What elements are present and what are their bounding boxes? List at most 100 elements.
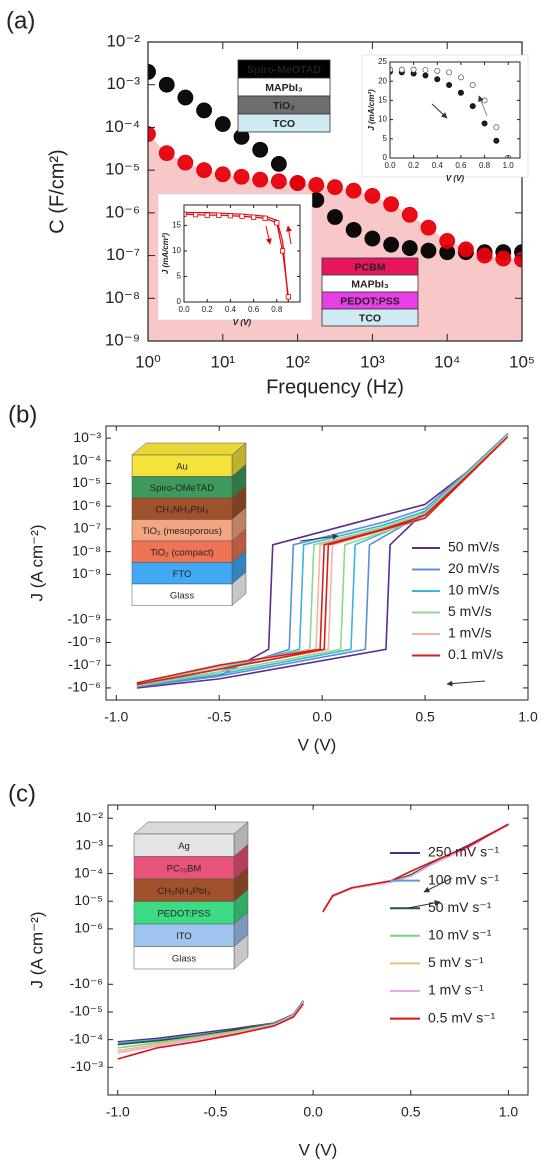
series-line xyxy=(136,434,509,687)
marker xyxy=(383,236,400,253)
marker xyxy=(252,141,269,158)
x-axis-label: V (V) xyxy=(299,1140,338,1159)
layer xyxy=(133,946,235,970)
marker xyxy=(233,168,250,185)
x-axis-label: V (V) xyxy=(446,174,465,183)
marker xyxy=(216,212,222,218)
y-tick-label: 10⁻⁵ xyxy=(105,160,140,179)
x-tick-label: 0.0 xyxy=(303,1104,323,1120)
x-tick-label: -0.5 xyxy=(203,1104,227,1120)
plot-area xyxy=(184,211,292,302)
plot-frame xyxy=(107,804,529,1096)
y-tick-label: 10⁻³ xyxy=(106,74,140,93)
y-tick-label: -10⁻⁶ xyxy=(70,975,103,991)
charts: 10⁰ 10¹ 10² 10³ 10⁴ 10⁵ 10⁻² 10⁻³ 10⁻⁴ 10⁻⁵ 10⁻⁶ 10… xyxy=(6,7,538,1159)
x-tick-label: -0.5 xyxy=(207,709,231,725)
marker xyxy=(345,221,362,238)
x-tick-label: 10¹ xyxy=(211,352,236,371)
x-tick-label: 0.8 xyxy=(479,161,491,170)
marker xyxy=(158,76,175,93)
marker xyxy=(469,103,476,110)
marker xyxy=(327,179,343,196)
plot-area xyxy=(117,823,509,1060)
legend-label: 20 mV/s xyxy=(448,560,499,576)
y-tick-label: 10⁻⁸ xyxy=(105,288,140,307)
marker xyxy=(420,219,437,236)
marker xyxy=(469,82,476,89)
marker xyxy=(177,89,194,106)
marker xyxy=(476,247,493,264)
x-tick-label: 0.0 xyxy=(312,709,332,725)
marker xyxy=(158,145,175,162)
x-tick-label: 0.6 xyxy=(248,305,260,314)
x-tick-label: 10⁴ xyxy=(434,352,460,371)
x-tick-label: -1.0 xyxy=(104,709,128,725)
layer-label: FTO xyxy=(173,569,192,580)
marker xyxy=(214,166,231,183)
chart: 0.0 0.2 0.4 0.6 0.8 0 5 10 15 V (V) J (mA/cm²) xyxy=(157,193,313,327)
legend-label: 1 mV/s xyxy=(448,625,492,641)
marker xyxy=(493,137,500,144)
scan-arrow xyxy=(407,900,441,909)
plot-frame xyxy=(147,41,523,342)
plot-frame xyxy=(389,61,521,159)
scan-arrow xyxy=(478,95,488,117)
x-tick-label: 0.6 xyxy=(455,161,467,170)
y-tick-label: 20 xyxy=(378,76,387,85)
y-tick-label: 10⁻³ xyxy=(75,837,103,853)
marker xyxy=(364,187,381,204)
x-tick-label: 0.8 xyxy=(271,305,283,314)
scan-arrow xyxy=(423,877,453,893)
marker xyxy=(204,212,210,218)
marker xyxy=(250,214,257,220)
marker xyxy=(398,66,405,73)
series-line xyxy=(117,823,509,1060)
x-tick-label: -1.0 xyxy=(106,1104,130,1120)
legend-label: 50 mV s⁻¹ xyxy=(428,899,492,915)
chart: -1.0 -0.5 0.0 0.5 1.0 10⁻³ 10⁻⁴ 10⁻⁵ 10⁻⁶ 10⁻⁷ 10⁻… xyxy=(8,401,538,754)
y-tick-label: 10⁻⁹ xyxy=(72,565,101,581)
y-tick-label: 10⁻² xyxy=(106,31,140,50)
scan-arrow xyxy=(299,533,339,542)
y-tick-label: 0 xyxy=(177,297,182,306)
layer-label: PEDOT:PSS xyxy=(157,908,210,919)
y-tick-label: 10⁻² xyxy=(75,809,103,825)
y-tick-label: 5 xyxy=(383,134,388,143)
scan-arrow xyxy=(431,103,448,119)
x-tick-label: 0.4 xyxy=(225,305,237,314)
y-tick-label: 10⁻⁸ xyxy=(72,542,101,558)
marker xyxy=(481,97,488,104)
marker xyxy=(457,74,464,81)
y-tick-label: -10⁻⁹ xyxy=(67,610,101,626)
layer-label: PC₇₀BM xyxy=(167,863,202,874)
marker xyxy=(401,206,418,223)
y-tick-label: 10⁻⁴ xyxy=(74,864,103,880)
plot-area xyxy=(390,66,512,158)
x-axis-label: Frequency (Hz) xyxy=(266,376,404,398)
legend-label: 0.1 mV/s xyxy=(448,646,503,662)
y-tick-label: -10⁻⁸ xyxy=(67,633,101,649)
layer-top xyxy=(131,442,247,456)
plot-frame xyxy=(105,425,529,701)
marker xyxy=(364,230,381,247)
y-tick-label: -10⁻³ xyxy=(71,1058,104,1074)
marker xyxy=(308,177,325,193)
marker xyxy=(457,89,464,96)
y-tick-label: -10⁻⁴ xyxy=(69,1030,103,1046)
layer-label: TiO₂ (mesoporous) xyxy=(142,526,222,537)
y-tick-label: 10⁻⁵ xyxy=(72,474,101,490)
y-tick-label: 10 xyxy=(378,115,387,124)
x-tick-label: 10⁰ xyxy=(135,352,161,371)
plot-frame xyxy=(183,204,301,303)
panel-label: (c) xyxy=(8,780,36,807)
marker xyxy=(270,156,287,172)
y-axis-label: C (F/cm²) xyxy=(46,149,68,233)
y-tick-label: 10⁻⁴ xyxy=(105,117,140,136)
marker xyxy=(446,82,453,89)
marker xyxy=(177,154,194,171)
y-tick-label: 25 xyxy=(378,57,387,66)
x-tick-label: 0.2 xyxy=(408,161,420,170)
marker xyxy=(401,240,418,256)
legend-label: 100 mV s⁻¹ xyxy=(428,871,500,887)
